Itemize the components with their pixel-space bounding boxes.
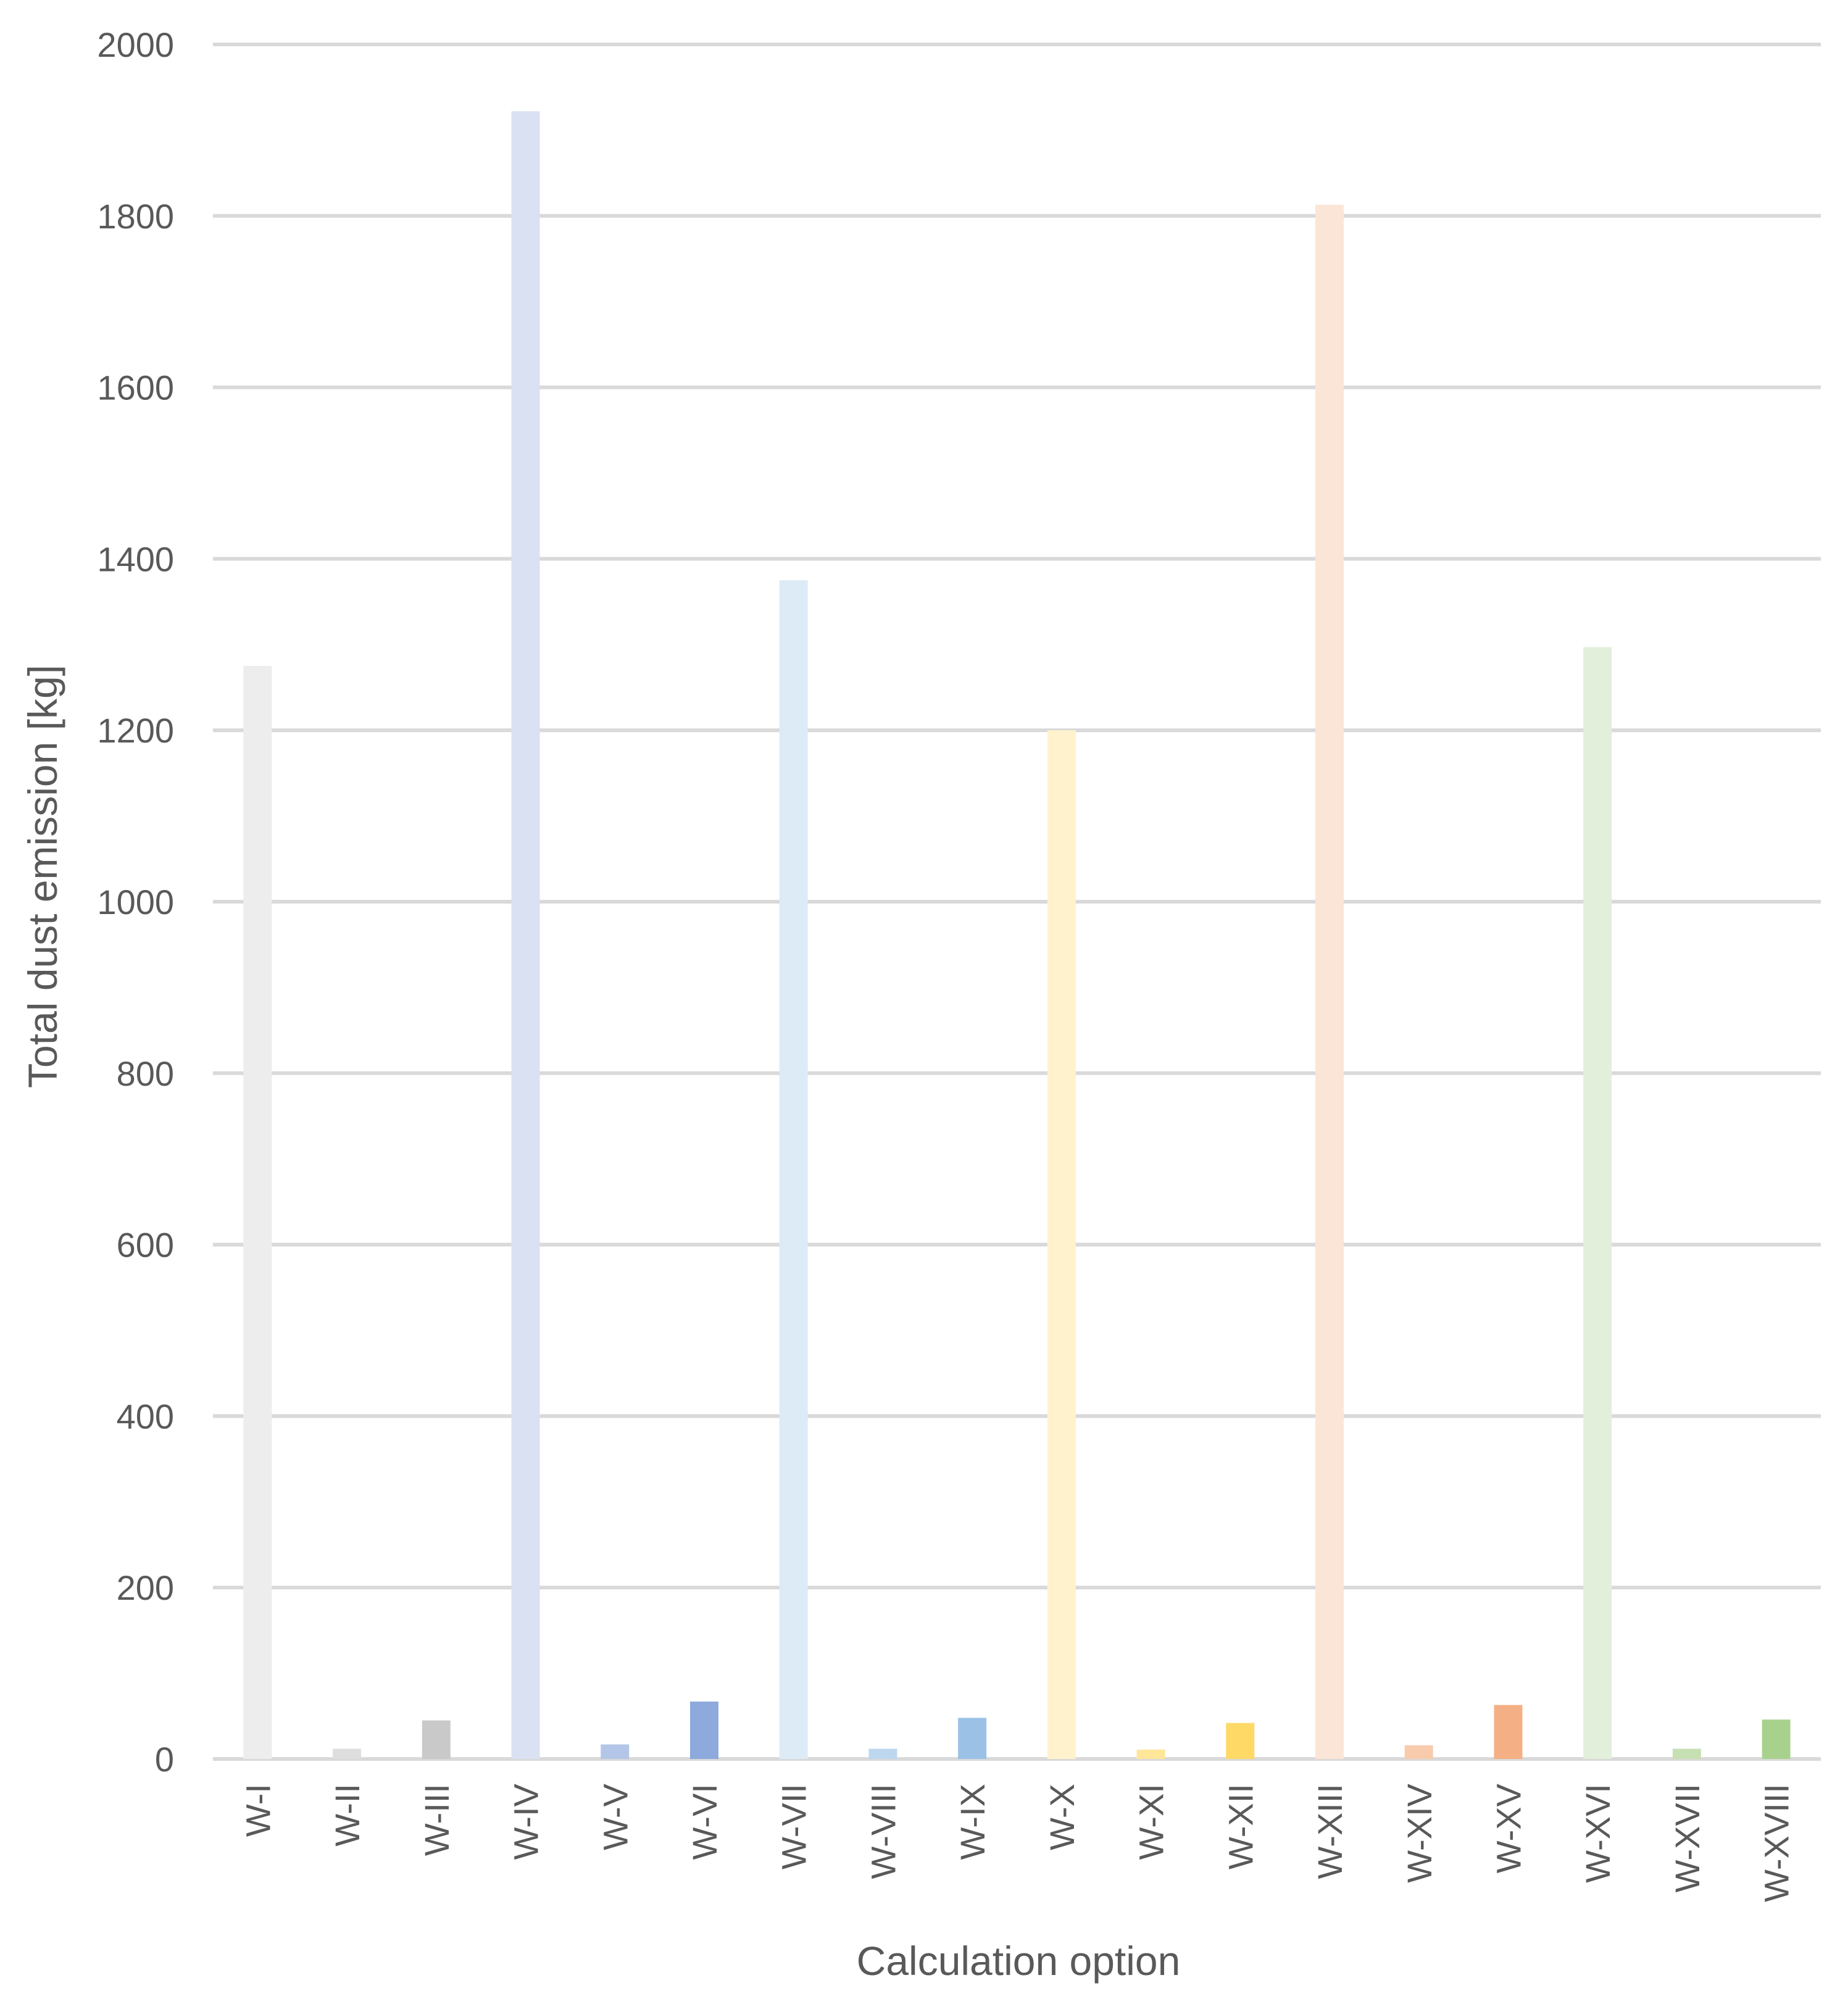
- y-axis-title: Total dust emission [kg]: [20, 665, 65, 1088]
- x-tick-label: W-III: [417, 1784, 456, 1856]
- y-tick-label: 1200: [97, 711, 174, 750]
- y-tick-label: 2000: [97, 25, 174, 64]
- bar: [1494, 1705, 1523, 1759]
- bar: [1047, 730, 1076, 1759]
- bar: [422, 1720, 451, 1759]
- x-tick-label: W-VI: [685, 1784, 724, 1860]
- y-tick-label: 0: [155, 1740, 174, 1779]
- bars: [243, 111, 1791, 1760]
- y-tick-label: 600: [117, 1226, 174, 1265]
- x-tick-label: W-V: [596, 1783, 635, 1850]
- bar: [1404, 1745, 1433, 1759]
- x-tick-label: W-XI: [1132, 1784, 1171, 1860]
- x-tick-label: W-XII: [1221, 1784, 1260, 1869]
- y-tick-label: 1000: [97, 883, 174, 921]
- x-tick-label: W-VIII: [864, 1784, 902, 1879]
- x-tick-label: W-IV: [507, 1783, 546, 1860]
- bar: [1583, 647, 1612, 1759]
- x-tick-label: W-XIV: [1400, 1783, 1439, 1882]
- bar: [1136, 1749, 1165, 1759]
- x-tick-label: W-XVII: [1668, 1784, 1707, 1892]
- y-tick-label: 200: [117, 1568, 174, 1607]
- y-tick-label: 1800: [97, 197, 174, 236]
- y-tick-label: 1400: [97, 539, 174, 578]
- x-tick-label: W-XVIII: [1757, 1784, 1796, 1902]
- x-tick-label: W-XVI: [1578, 1784, 1617, 1883]
- x-tick-label: W-II: [328, 1784, 367, 1847]
- bar: [1762, 1719, 1791, 1759]
- x-tick-labels: W-I W-II W-III W-IV W-V W-VI W-VII W-VIII W-IX W-…: [238, 1783, 1796, 1902]
- x-tick-label: W-VII: [775, 1784, 814, 1869]
- bar: [601, 1744, 630, 1759]
- x-axis-title: Calculation option: [857, 1938, 1181, 1984]
- bar: [868, 1749, 897, 1759]
- y-tick-label: 1600: [97, 368, 174, 407]
- gridlines: [213, 43, 1821, 1761]
- x-tick-label: W-X: [1043, 1784, 1081, 1850]
- x-tick-label: W-I: [238, 1784, 277, 1837]
- x-tick-label: W-IX: [953, 1784, 992, 1860]
- y-tick-label: 800: [117, 1054, 174, 1093]
- y-tick-label: 400: [117, 1397, 174, 1436]
- bar: [243, 666, 272, 1759]
- y-tick-labels: 0 200 400 600 800 1000 1200 1400 1600 1800 2000: [97, 25, 174, 1779]
- bar: [689, 1701, 718, 1759]
- bar: [779, 580, 808, 1759]
- bar: [333, 1749, 362, 1759]
- x-tick-label: W-XIII: [1310, 1784, 1349, 1879]
- bar: [958, 1718, 987, 1759]
- bar: [511, 111, 540, 1759]
- bar: [1315, 204, 1344, 1760]
- x-tick-label: W-XV: [1489, 1783, 1528, 1873]
- bar: [1672, 1749, 1701, 1759]
- bar: [1226, 1723, 1255, 1759]
